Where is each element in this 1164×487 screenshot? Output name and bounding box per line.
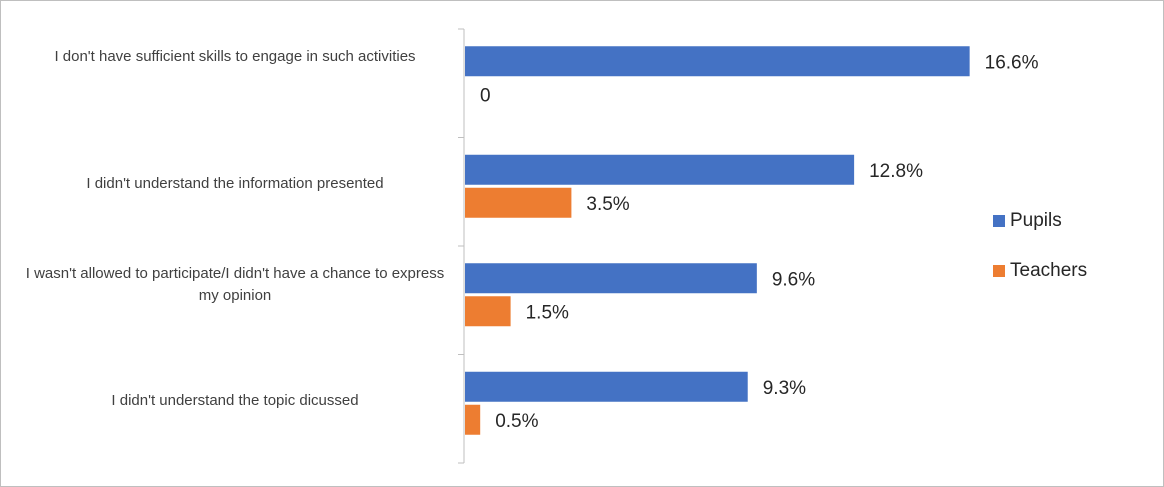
data-label: 3.5% — [586, 194, 629, 215]
legend-label: Teachers — [1010, 260, 1088, 281]
bar-pupils — [465, 154, 855, 185]
bar-teachers — [465, 187, 572, 218]
legend-item-pupils: Pupils — [993, 208, 1087, 234]
bar-teachers — [465, 296, 511, 327]
legend-item-teachers: Teachers — [993, 258, 1087, 284]
bar-pupils — [465, 263, 757, 294]
data-label: 9.6% — [772, 269, 815, 290]
data-label: 16.6% — [985, 52, 1039, 73]
category-label: I didn't understand the topic dicussed — [111, 391, 359, 409]
data-label: 1.5% — [526, 302, 569, 323]
category-label: I didn't understand the information pres… — [86, 174, 384, 192]
bar-pupils — [465, 46, 970, 77]
legend-swatch — [993, 265, 1005, 277]
legend-label: Pupils — [1010, 210, 1062, 231]
data-label: 12.8% — [869, 161, 923, 182]
data-label: 0.5% — [495, 411, 538, 432]
category-label: I wasn't allowed to participate/I didn't… — [25, 265, 445, 305]
data-label: 0 — [480, 85, 491, 106]
category-label: I don't have sufficient skills to engage… — [54, 48, 416, 66]
bar-pupils — [465, 371, 748, 402]
data-label: 9.3% — [763, 378, 806, 399]
legend: Pupils Teachers — [993, 208, 1087, 308]
legend-swatch — [993, 215, 1005, 227]
bar-teachers — [465, 404, 481, 435]
